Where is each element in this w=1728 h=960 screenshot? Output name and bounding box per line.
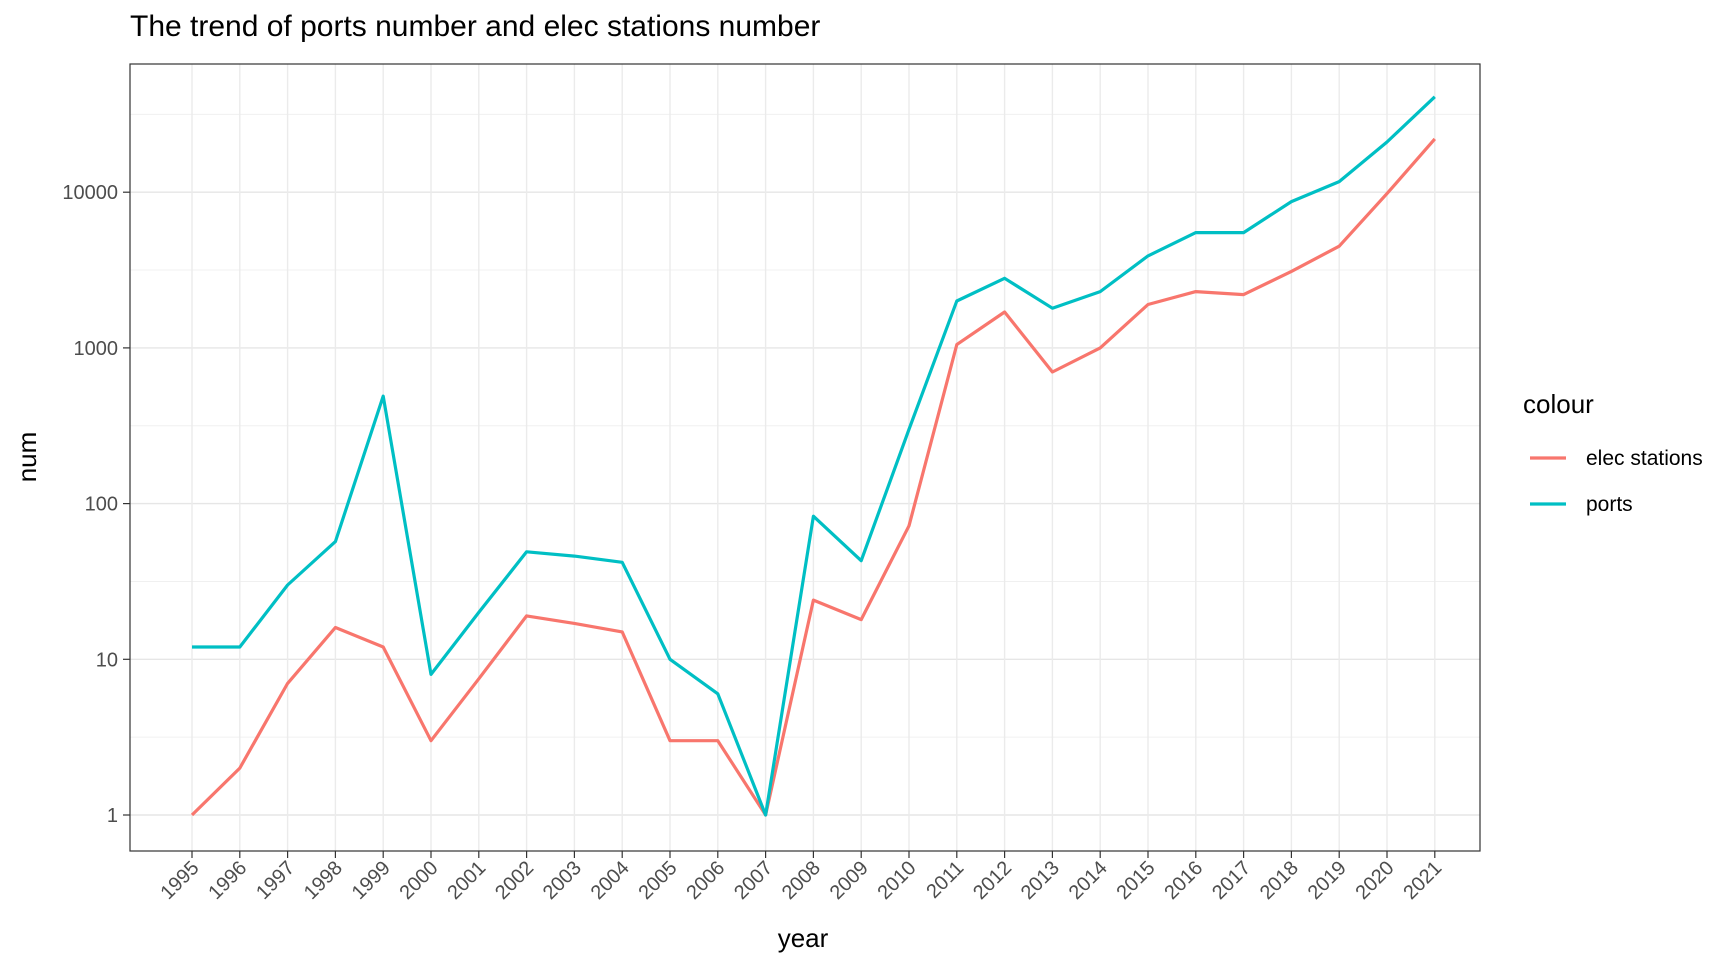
- y-axis-title: num: [12, 432, 42, 483]
- x-tick-label: 2004: [587, 857, 634, 904]
- x-tick-label: 1999: [348, 857, 395, 904]
- x-tick-label: 2003: [539, 857, 586, 904]
- x-tick-label: 2017: [1208, 857, 1255, 904]
- x-tick-label: 1996: [204, 857, 251, 904]
- x-tick-label: 2005: [635, 857, 682, 904]
- legend-title: colour: [1523, 389, 1594, 419]
- x-axis: 1995 1996 1997 1998 1999 2000 2001 2002 2003 2004…: [157, 851, 1446, 904]
- x-tick-label: 2002: [491, 857, 538, 904]
- x-tick-label: 2020: [1352, 857, 1399, 904]
- x-tick-label: 2006: [682, 857, 729, 904]
- x-tick-label: 2013: [1017, 857, 1064, 904]
- series-line-elec-stations: [190, 137, 1437, 817]
- x-tick-label: 1997: [252, 857, 299, 904]
- x-tick-label: 2012: [969, 857, 1016, 904]
- x-tick-label: 2018: [1256, 857, 1303, 904]
- x-tick-label: 2001: [443, 857, 490, 904]
- x-tick-label: 2019: [1304, 857, 1351, 904]
- x-tick-label: 2015: [1113, 857, 1160, 904]
- y-axis: 1 10 100 1000 10000: [62, 182, 130, 827]
- major-gridlines: [130, 64, 1480, 851]
- legend-label: ports: [1586, 493, 1633, 516]
- legend-label: elec stations: [1586, 447, 1703, 470]
- y-tick-label: 1000: [74, 338, 119, 360]
- x-tick-label: 2011: [922, 857, 968, 903]
- x-tick-label: 2007: [730, 857, 777, 904]
- y-tick-label: 10000: [62, 182, 118, 204]
- x-tick-label: 1995: [157, 857, 204, 904]
- x-tick-label: 2009: [826, 857, 873, 904]
- x-tick-label: 1998: [300, 857, 347, 904]
- y-tick-label: 10: [96, 649, 118, 671]
- x-tick-label: 2000: [396, 857, 443, 904]
- series-line-ports: [192, 95, 1436, 817]
- minor-gridlines: [130, 113, 1480, 738]
- x-axis-title: year: [778, 923, 829, 953]
- chart-title: The trend of ports number and elec stati…: [130, 10, 821, 43]
- x-tick-label: 2010: [874, 857, 921, 904]
- series-lines: [190, 95, 1437, 817]
- x-tick-label: 2008: [778, 857, 825, 904]
- x-tick-label: 2016: [1160, 857, 1207, 904]
- plot-panel-border: [129, 63, 1481, 852]
- legend: colour elec stations ports: [1523, 389, 1703, 516]
- y-tick-label: 1: [107, 805, 118, 827]
- x-tick-label: 2021: [1399, 857, 1446, 904]
- y-tick-label: 100: [85, 494, 118, 516]
- x-tick-label: 2014: [1065, 857, 1112, 904]
